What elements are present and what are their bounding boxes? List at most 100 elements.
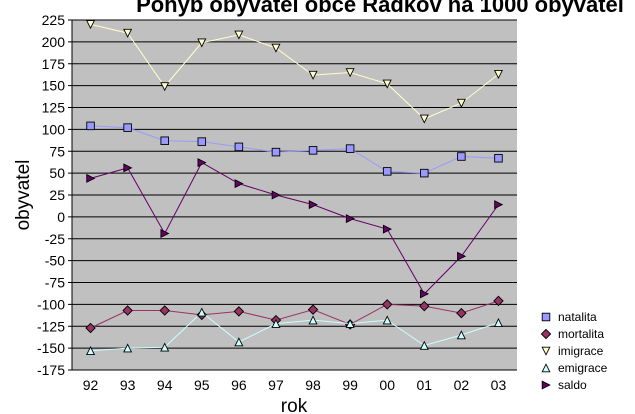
data-point-mortalita [159, 305, 170, 316]
series-line-saldo [90, 161, 499, 295]
data-point-emigrace [345, 318, 355, 328]
data-point-imigrace [271, 43, 281, 53]
data-point-emigrace [123, 343, 133, 353]
data-point-emigrace [234, 337, 244, 347]
data-point-mortalita [85, 322, 96, 334]
data-point-natalita [382, 167, 392, 176]
data-point-mortalita [307, 304, 319, 315]
series-saldo [86, 158, 504, 299]
x-tick-label: 98 [305, 377, 321, 393]
y-tick-label: 175 [42, 56, 66, 72]
data-point-natalita [345, 144, 355, 153]
data-point-imigrace [160, 82, 170, 92]
series-group [85, 20, 504, 355]
data-point-natalita [271, 147, 281, 157]
data-point-natalita [494, 153, 503, 163]
series-line-mortalita [90, 300, 499, 329]
legend-label-saldo: saldo [558, 378, 587, 392]
data-point-mortalita [419, 300, 430, 312]
data-point-imigrace [493, 69, 503, 80]
x-tick-label: 97 [268, 377, 284, 393]
data-point-natalita [457, 152, 466, 161]
y-tick-label: 100 [42, 121, 66, 137]
y-tick-label: 50 [49, 165, 65, 181]
y-tick-labels: 225 200 175 150 125 100 75 50 25 0 -25 -50 -75 -100 -1… [37, 12, 65, 378]
y-tick-label: 225 [42, 12, 66, 28]
data-point-natalita [123, 123, 132, 132]
legend-label-emigrace: emigrace [558, 361, 608, 375]
legend-label-mortalita: mortalita [558, 327, 604, 341]
data-point-emigrace [160, 342, 170, 352]
y-axis-title: obyvatel [13, 160, 34, 231]
y-tick-label: -25 [45, 231, 65, 247]
y-tick-label: -125 [37, 318, 65, 334]
y-tick-label: 0 [57, 209, 65, 225]
x-tick-label: 03 [491, 377, 507, 393]
series-line-natalita [90, 125, 499, 174]
data-point-imigrace [197, 38, 207, 48]
x-tick-label: 94 [157, 377, 173, 393]
x-tick-label: 99 [342, 377, 358, 393]
data-point-mortalita [233, 306, 245, 317]
legend-marker-imigrace [541, 346, 551, 356]
series-natalita [86, 121, 503, 178]
series-line-emigrace [90, 311, 499, 352]
y-tick-label: 150 [42, 78, 66, 94]
x-tick-labels: 92 93 94 95 96 97 98 99 00 01 02 03 [83, 377, 507, 393]
chart-title: Pohyb obyvatel obce Radkov na 1000 obyva… [136, 0, 624, 17]
data-point-saldo [420, 289, 430, 299]
data-point-emigrace [493, 317, 503, 327]
y-tick-label: -100 [37, 296, 65, 312]
data-point-saldo [308, 200, 318, 210]
x-axis-title: rok [281, 396, 308, 414]
legend: natalita mortalita imigrace emigrace saldo [540, 310, 608, 392]
data-point-imigrace [382, 79, 392, 89]
legend-label-natalita: natalita [558, 310, 597, 324]
data-point-imigrace [456, 98, 466, 108]
data-point-saldo [494, 200, 504, 210]
x-tick-label: 95 [194, 377, 210, 393]
series-imigrace [86, 20, 503, 124]
data-point-emigrace [271, 318, 281, 328]
y-tick-label: 125 [42, 100, 66, 116]
data-point-imigrace [419, 114, 429, 124]
data-point-emigrace [308, 315, 318, 325]
legend-marker-natalita [541, 312, 551, 322]
y-tick-label: -50 [45, 253, 65, 269]
data-point-saldo [197, 158, 207, 168]
data-point-mortalita [493, 295, 504, 307]
data-point-imigrace [86, 20, 96, 30]
data-point-saldo [86, 173, 96, 183]
data-point-emigrace [419, 340, 429, 350]
data-point-saldo [160, 228, 170, 239]
series-emigrace [86, 307, 503, 355]
y-tick-label: -175 [37, 362, 65, 378]
legend-marker-mortalita [540, 328, 552, 340]
y-tick-label: -75 [45, 275, 65, 291]
legend-label-imigrace: imigrace [558, 344, 604, 358]
data-point-imigrace [123, 28, 133, 38]
data-point-imigrace [345, 68, 355, 78]
x-tick-label: 93 [120, 377, 136, 393]
data-point-mortalita [456, 307, 467, 319]
x-tick-label: 01 [417, 377, 433, 393]
data-point-saldo [457, 251, 467, 261]
y-tick-label: 25 [49, 187, 65, 203]
data-point-natalita [197, 137, 207, 146]
data-point-mortalita [381, 299, 393, 310]
y-tick-label: -150 [37, 340, 65, 356]
data-point-emigrace [456, 330, 466, 340]
x-tick-label: 96 [231, 377, 247, 393]
series-line-imigrace [90, 23, 499, 120]
data-point-saldo [345, 214, 355, 224]
data-point-saldo [382, 224, 393, 234]
data-point-natalita [234, 142, 244, 152]
data-point-emigrace [197, 307, 207, 317]
data-point-natalita [86, 121, 95, 131]
data-point-saldo [234, 179, 244, 189]
gridlines [68, 19, 517, 371]
data-point-emigrace [382, 315, 392, 325]
x-tick-label: 00 [379, 377, 395, 393]
data-point-natalita [308, 146, 318, 155]
